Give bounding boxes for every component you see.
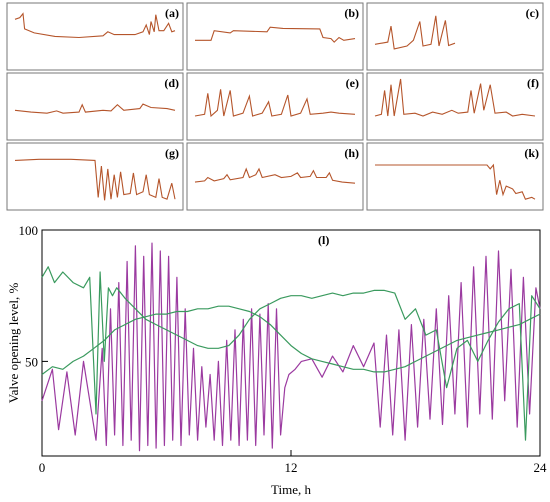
small-panel-frame: [186, 72, 364, 141]
y-axis-label: Valve opening level, %: [6, 283, 21, 404]
small-panel-trace: [194, 167, 356, 184]
small-panel: (f): [366, 72, 544, 141]
small-panel: (k): [366, 142, 544, 211]
small-panel-frame: [6, 142, 184, 211]
small-panel-trace: [14, 12, 176, 39]
small-panel-label: (g): [165, 146, 179, 160]
small-panel-label: (b): [344, 6, 359, 20]
y-tick-label: 100: [19, 223, 39, 238]
small-panel-label: (k): [524, 146, 539, 160]
small-panel-frame: [366, 2, 544, 71]
small-panel-label: (h): [344, 146, 359, 160]
small-panel-label: (d): [164, 76, 179, 90]
series-line: [41, 266, 541, 441]
small-panel: (c): [366, 2, 544, 71]
small-panel-trace: [375, 163, 536, 200]
small-panel-frame: [366, 142, 544, 211]
small-panel: (e): [186, 72, 364, 141]
small-panel-frame: [186, 142, 364, 211]
small-panel-label: (f): [527, 76, 539, 90]
small-panel: (d): [6, 72, 184, 141]
small-panel-trace: [14, 158, 176, 201]
small-panel-frame: [186, 2, 364, 71]
x-tick-label: 0: [39, 460, 46, 475]
main-chart: (l) 0 12 24 50 100 Time, h Valve opening lev…: [6, 223, 547, 497]
main-chart-title: (l): [318, 233, 329, 247]
main-chart-ticks: 0 12 24 50 100: [19, 223, 548, 475]
small-panel-frame: [6, 72, 184, 141]
small-panel-trace: [374, 78, 536, 117]
main-chart-series: [41, 242, 541, 452]
small-panel-trace: [194, 89, 356, 118]
series-line: [41, 242, 541, 452]
x-axis-label: Time, h: [271, 482, 311, 497]
small-panel-label: (c): [526, 6, 539, 20]
small-panel: (h): [186, 142, 364, 211]
small-panel-label: (a): [165, 6, 179, 20]
small-panel: (a): [6, 2, 184, 71]
x-tick-label: 24: [534, 460, 548, 475]
series-line: [41, 305, 541, 375]
y-tick-label: 50: [25, 354, 38, 369]
small-panel-trace: [195, 26, 356, 43]
small-panel-label: (e): [346, 76, 359, 90]
small-panels-grid: (a) (b) (c) (d) (e) (f) (g) (h) (k): [6, 2, 544, 211]
small-panel-trace: [14, 103, 176, 114]
small-panel: (b): [186, 2, 364, 71]
small-panel: (g): [6, 142, 184, 211]
x-tick-label: 12: [285, 460, 298, 475]
small-panel-trace: [374, 15, 456, 50]
